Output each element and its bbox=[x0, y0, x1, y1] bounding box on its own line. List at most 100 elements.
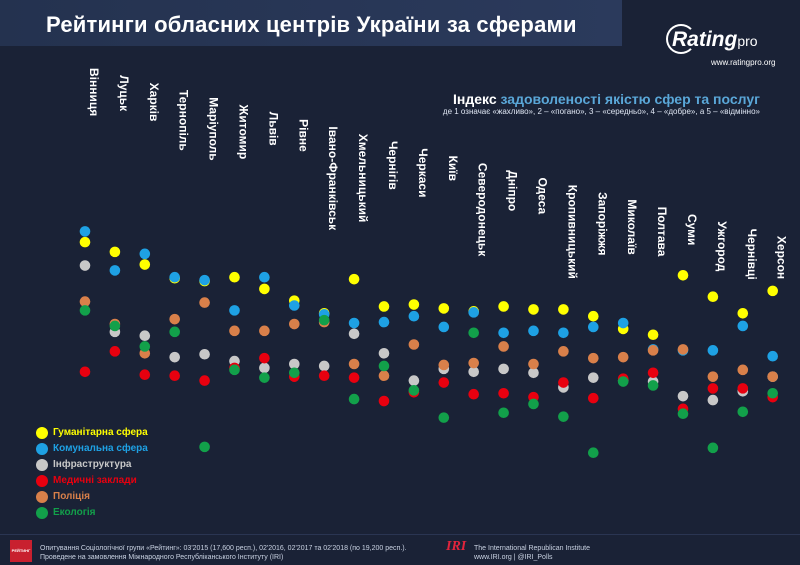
point-s1-14 bbox=[498, 327, 509, 339]
city-label-3: Тернопіль bbox=[177, 90, 191, 151]
rating-badge-icon: РЕЙТИНГ bbox=[10, 540, 32, 562]
point-s1-1 bbox=[109, 265, 121, 276]
point-s2-4 bbox=[199, 348, 210, 360]
point-s1-17 bbox=[588, 321, 599, 333]
logo-suffix: pro bbox=[737, 33, 758, 49]
point-s5-14 bbox=[498, 407, 509, 419]
point-s1-22 bbox=[737, 320, 749, 332]
point-s5-2 bbox=[139, 341, 151, 352]
point-s4-3 bbox=[169, 313, 180, 325]
point-s2-14 bbox=[498, 363, 509, 375]
point-s0-23 bbox=[767, 285, 778, 297]
point-s1-23 bbox=[767, 350, 778, 362]
point-s1-3 bbox=[169, 271, 180, 283]
point-s4-6 bbox=[259, 325, 270, 337]
subtitle-prefix: Індекс bbox=[453, 91, 497, 107]
logo-main: Rating bbox=[672, 28, 738, 51]
point-s4-10 bbox=[378, 370, 390, 382]
point-s5-1 bbox=[109, 320, 121, 332]
point-s4-9 bbox=[348, 358, 360, 370]
city-label-2: Харків bbox=[147, 83, 161, 122]
point-s0-5 bbox=[229, 271, 240, 283]
point-s4-12 bbox=[438, 359, 450, 371]
point-s4-17 bbox=[588, 352, 599, 364]
title-bar bbox=[0, 0, 622, 46]
chart-subtitle: Індекс задоволеності якістю сфер та посл… bbox=[453, 91, 760, 107]
point-s5-15 bbox=[528, 398, 539, 410]
iri-web[interactable]: www.IRI.org | @IRI_Polls bbox=[474, 554, 553, 561]
point-s3-16 bbox=[558, 377, 569, 388]
point-s4-23 bbox=[767, 371, 778, 382]
point-s4-15 bbox=[528, 358, 539, 370]
city-label-6: Львів bbox=[266, 112, 280, 146]
city-label-4: Маріуполь bbox=[207, 97, 221, 160]
point-s2-8 bbox=[318, 360, 330, 372]
city-label-15: Одеса bbox=[536, 178, 550, 215]
website-link[interactable]: www.ratingpro.org bbox=[711, 58, 776, 67]
point-s1-2 bbox=[139, 248, 151, 260]
city-label-7: Рівне bbox=[296, 119, 310, 152]
city-label-5: Житомир bbox=[237, 104, 251, 160]
point-s5-11 bbox=[408, 385, 420, 396]
point-s0-0 bbox=[79, 236, 91, 248]
point-s0-2 bbox=[139, 259, 151, 270]
point-s1-7 bbox=[289, 300, 300, 311]
point-s2-0 bbox=[79, 260, 91, 271]
city-label-0: Вінниця bbox=[87, 68, 101, 116]
point-s5-10 bbox=[378, 360, 390, 372]
legend-label: Гуманітарна сфера bbox=[53, 427, 148, 438]
point-s3-17 bbox=[588, 392, 599, 404]
point-s0-17 bbox=[588, 310, 599, 322]
point-s0-6 bbox=[259, 283, 270, 295]
point-s3-2 bbox=[139, 369, 151, 381]
city-label-9: Хмельницький bbox=[356, 134, 370, 223]
iri-credit: The International Republican Institute w… bbox=[474, 544, 590, 562]
point-s3-21 bbox=[707, 383, 719, 394]
subtitle-highlight: задоволеності якістю сфер та послуг bbox=[500, 91, 760, 107]
point-s4-16 bbox=[558, 346, 569, 357]
point-s5-17 bbox=[588, 447, 599, 459]
survey-note-line1: Опитування Соціологічної групи «Рейтинг»… bbox=[40, 545, 407, 552]
city-label-16: Кропивницький bbox=[565, 185, 579, 279]
point-s0-22 bbox=[737, 308, 749, 319]
city-label-18: Миколаїв bbox=[625, 199, 639, 254]
point-s2-21 bbox=[707, 394, 719, 406]
city-labels: Вінниця Луцьк Харків Тернопіль Маріуполь Жито… bbox=[87, 68, 789, 280]
point-s0-9 bbox=[348, 273, 360, 285]
city-label-11: Черкаси bbox=[416, 148, 430, 197]
point-s3-4 bbox=[199, 375, 210, 386]
point-s5-9 bbox=[348, 393, 360, 405]
point-s4-22 bbox=[737, 364, 749, 376]
point-s1-11 bbox=[408, 310, 420, 322]
point-s5-22 bbox=[737, 406, 749, 418]
point-s1-21 bbox=[707, 345, 719, 356]
legend-marker-icon bbox=[36, 459, 48, 471]
point-s5-16 bbox=[558, 411, 569, 422]
point-s3-13 bbox=[468, 388, 480, 400]
point-s3-3 bbox=[169, 370, 180, 382]
point-s2-20 bbox=[677, 390, 689, 402]
city-label-23: Херсон bbox=[775, 236, 789, 279]
legend-marker-icon bbox=[36, 475, 48, 487]
scale-note: де 1 означає «жахливо», 2 – «погано», 3 … bbox=[442, 107, 760, 116]
point-s0-11 bbox=[408, 299, 420, 310]
point-s5-19 bbox=[647, 380, 659, 391]
point-s1-4 bbox=[199, 274, 210, 286]
point-s3-0 bbox=[79, 366, 91, 378]
city-label-20: Суми bbox=[685, 214, 699, 245]
point-s4-18 bbox=[617, 351, 629, 363]
rating-logo-icon bbox=[666, 24, 696, 54]
point-s4-0 bbox=[79, 296, 91, 307]
point-s5-5 bbox=[229, 364, 240, 376]
point-s0-12 bbox=[438, 303, 450, 314]
point-s3-9 bbox=[348, 372, 360, 383]
point-s4-7 bbox=[289, 318, 300, 330]
point-s3-8 bbox=[318, 370, 330, 382]
city-label-8: Івано-Франківськ bbox=[326, 126, 340, 231]
point-s1-6 bbox=[259, 271, 270, 283]
legend-label: Комунальна сфера bbox=[53, 443, 148, 454]
survey-note: Опитування Соціологічної групи «Рейтинг»… bbox=[40, 544, 407, 562]
legend-label: Медичні заклади bbox=[53, 475, 137, 486]
point-s2-6 bbox=[259, 362, 270, 374]
